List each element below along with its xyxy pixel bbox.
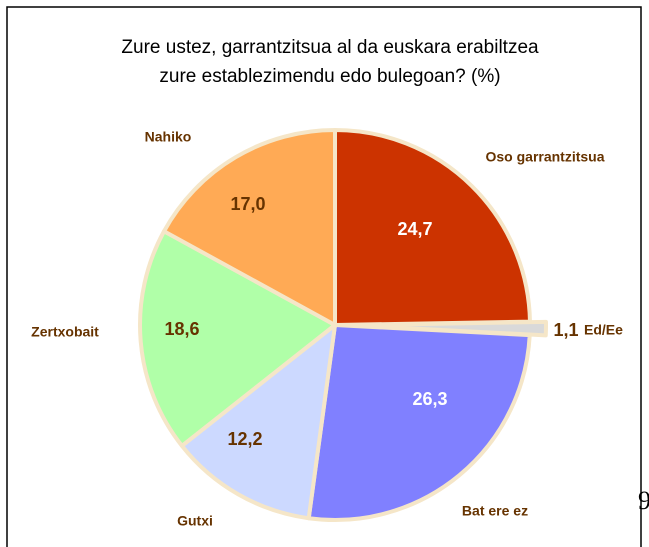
value-label: 1,1 [553, 320, 578, 340]
pie-slice [138, 229, 337, 448]
chart-title: Zure ustez, garrantzitsua al da euskara … [121, 37, 539, 58]
slice-label: Ed/Ee [584, 322, 623, 338]
pie-slice [306, 323, 532, 522]
slice-label: Zertxobait [31, 324, 99, 340]
slice-label: Oso garrantzitsua [485, 149, 604, 165]
value-label: 24,7 [397, 219, 432, 239]
pie-slice [333, 128, 532, 327]
frame [6, 6, 642, 547]
slice-label: Bat ere ez [462, 503, 528, 519]
value-label: 17,0 [230, 194, 265, 214]
value-label: 12,2 [227, 429, 262, 449]
pie-slice [179, 323, 337, 521]
chart-title: zure establezimendu edo bulegoan? (%) [159, 66, 500, 87]
page-number: 9 [638, 486, 649, 515]
value-label: 18,6 [164, 319, 199, 339]
value-label: 26,3 [412, 389, 447, 409]
slice-label: Nahiko [145, 129, 192, 145]
slice-label: Gutxi [177, 513, 213, 529]
pie-slice [162, 128, 337, 327]
